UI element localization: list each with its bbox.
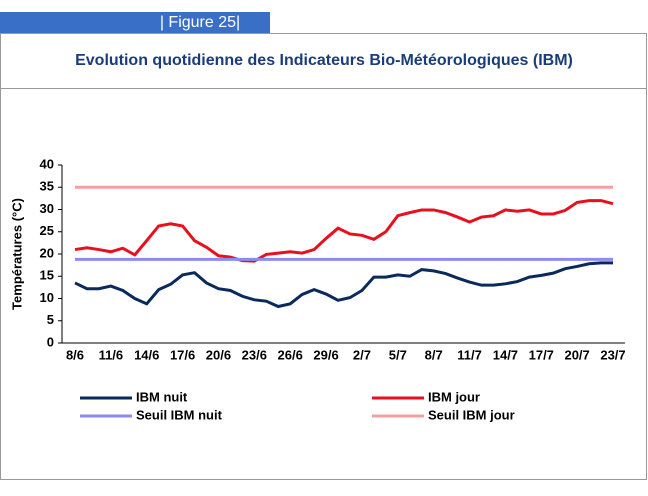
x-tick-label: 20/7: [564, 347, 589, 362]
y-tick-label: 15: [40, 268, 54, 283]
x-tick-label: 23/6: [242, 347, 267, 362]
legend-label: Seuil IBM jour: [428, 407, 515, 422]
legend-label: Seuil IBM nuit: [136, 407, 223, 422]
figure-bar: [0, 12, 270, 33]
x-tick-label: 20/6: [206, 347, 231, 362]
y-tick-label: 35: [40, 179, 54, 194]
x-tick-label: 17/7: [529, 347, 554, 362]
legend-label: IBM jour: [428, 389, 480, 404]
figure-label: | Figure 25|: [160, 14, 240, 31]
y-tick-label: 25: [40, 223, 54, 238]
x-tick-label: 17/6: [170, 347, 195, 362]
x-tick-label: 14/6: [134, 347, 159, 362]
y-tick-label: 20: [40, 245, 54, 260]
x-tick-label: 5/7: [389, 347, 407, 362]
x-tick-label: 14/7: [493, 347, 518, 362]
y-tick-label: 30: [40, 201, 54, 216]
x-tick-label: 26/6: [278, 347, 303, 362]
y-axis-label: Températures (°C): [9, 198, 24, 310]
y-tick-label: 10: [40, 290, 54, 305]
series-line: [74, 199, 614, 263]
x-tick-label: 2/7: [353, 347, 371, 362]
y-tick-label: 40: [40, 156, 54, 171]
x-tick-label: 11/6: [99, 347, 124, 362]
y-tick-label: 0: [47, 334, 54, 349]
y-tick-label: 5: [47, 312, 54, 327]
frame: [0, 33, 647, 480]
series-line: [74, 261, 613, 309]
x-tick-label: 29/6: [313, 347, 338, 362]
legend-label: IBM nuit: [136, 389, 188, 404]
x-tick-label: 8/6: [66, 347, 84, 362]
x-tick-label: 23/7: [600, 347, 625, 362]
x-tick-label: 8/7: [425, 347, 443, 362]
chart-title: Evolution quotidienne des Indicateurs Bi…: [75, 52, 573, 69]
x-tick-label: 11/7: [457, 347, 482, 362]
